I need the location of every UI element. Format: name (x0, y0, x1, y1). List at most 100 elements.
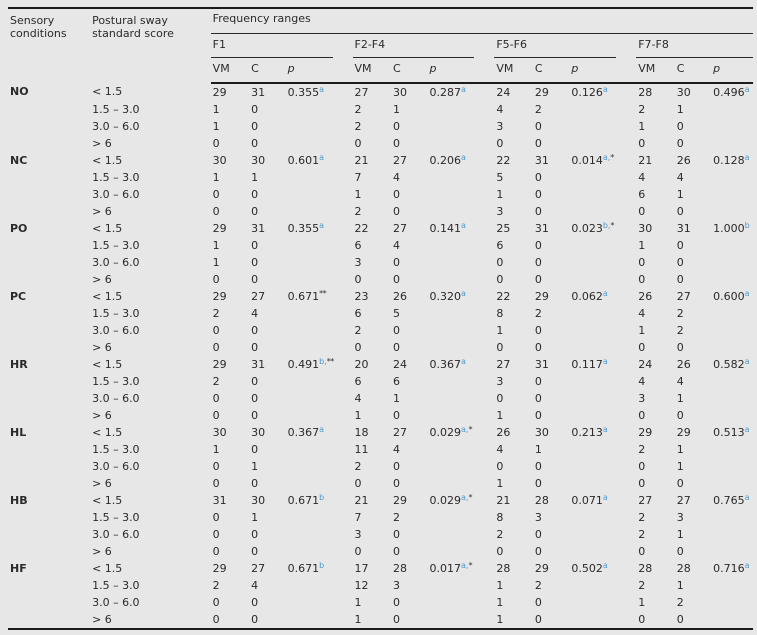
p-value: 0.029 (429, 425, 461, 439)
cell-c: 26 (676, 153, 691, 167)
cell-p: 0.491b,** (286, 356, 353, 373)
cell-p (427, 407, 494, 424)
score-label: > 6 (92, 204, 112, 218)
cell-c: 1 (534, 442, 542, 456)
cell-vm: 0 (638, 459, 646, 473)
cell-c: 0 (393, 323, 401, 337)
table-row: > 6 0 0 1 0 1 0 0 0 (8, 407, 753, 424)
cell-vm: 17 (354, 561, 369, 575)
cell-c: 6 (393, 374, 401, 388)
cell-p: 0.367a (286, 424, 353, 441)
cell-c: 0 (534, 272, 542, 286)
cell-vm: 29 (212, 85, 227, 99)
score-label: < 1.5 (92, 561, 123, 575)
score-label: 3.0 – 6.0 (92, 119, 140, 133)
cell-c: 26 (393, 289, 408, 303)
cell-c: 4 (393, 442, 401, 456)
cell-p (427, 577, 494, 594)
condition-label (8, 458, 90, 475)
cell-vm: 0 (496, 272, 504, 286)
cell-p (711, 101, 753, 118)
cell-p (711, 390, 753, 407)
cell-p (711, 526, 753, 543)
cell-vm: 4 (496, 102, 504, 116)
cell-vm: 4 (496, 442, 504, 456)
p-value: 0.355 (287, 85, 320, 99)
cell-c: 0 (534, 391, 542, 405)
condition-label: HB (10, 493, 28, 507)
p-superscript-letter: a (602, 356, 608, 366)
cell-c: 0 (534, 119, 542, 133)
condition-label (8, 305, 90, 322)
cell-vm: 4 (354, 391, 362, 405)
condition-label (8, 101, 90, 118)
cell-c: 0 (393, 595, 401, 609)
cell-p: 0.716a (711, 560, 753, 577)
group-label: F5-F6 (494, 34, 617, 58)
score-label: < 1.5 (92, 357, 123, 371)
cell-vm: 22 (496, 153, 511, 167)
p-value: 0.206 (429, 153, 461, 167)
cell-p (286, 373, 353, 390)
cell-c: 1 (676, 102, 684, 116)
p-value: 0.023 (571, 221, 603, 235)
cell-vm: 0 (212, 510, 220, 524)
cell-p (286, 203, 353, 220)
subcol-header-c: C (674, 58, 712, 84)
cell-vm: 29 (212, 561, 227, 575)
p-value: 0.367 (429, 357, 461, 371)
cell-c: 4 (393, 170, 401, 184)
cell-vm: 0 (212, 595, 220, 609)
cell-vm: 1 (212, 170, 220, 184)
cell-c: 27 (393, 221, 408, 235)
cell-c: 27 (393, 153, 408, 167)
score-label: < 1.5 (92, 493, 123, 507)
cell-vm: 0 (212, 187, 220, 201)
cell-vm: 0 (354, 136, 362, 150)
cell-p (286, 594, 353, 611)
subcol-header-c: C (391, 58, 428, 84)
cell-c: 0 (676, 340, 684, 354)
score-label: < 1.5 (92, 84, 123, 98)
table-row: 3.0 – 6.0 0 0 3 0 2 0 2 1 (8, 526, 753, 543)
cell-p (569, 169, 636, 186)
cell-p (569, 611, 636, 629)
cell-p (427, 594, 494, 611)
score-label: 1.5 – 3.0 (92, 238, 140, 252)
p-value: 0.513 (713, 425, 745, 439)
subcol-header-vm: VM (352, 58, 392, 84)
cell-c: 31 (534, 221, 549, 235)
cell-c: 0 (251, 544, 259, 558)
p-value: 0.601 (287, 153, 320, 167)
cell-p (286, 526, 353, 543)
cell-p (569, 237, 636, 254)
cell-p (427, 441, 494, 458)
cell-c: 0 (393, 476, 401, 490)
cell-vm: 0 (212, 527, 220, 541)
cell-p (711, 135, 753, 152)
header-postural-sway-score: Postural sway standard score (92, 13, 174, 40)
cell-p: 0.062a (569, 288, 636, 305)
cell-c: 30 (251, 153, 266, 167)
cell-vm: 29 (212, 357, 227, 371)
cell-p (711, 203, 753, 220)
cell-p (286, 577, 353, 594)
cell-vm: 2 (638, 442, 646, 456)
cell-p (711, 169, 753, 186)
cell-p (569, 390, 636, 407)
cell-vm: 1 (212, 442, 220, 456)
cell-vm: 1 (212, 102, 220, 116)
cell-c: 0 (251, 255, 259, 269)
cell-p (286, 237, 353, 254)
p-value: 0.491 (287, 357, 320, 371)
condition-label: HF (10, 561, 27, 575)
table-row: 1.5 – 3.0 1 0 6 4 6 0 1 0 (8, 237, 753, 254)
cell-vm: 30 (638, 221, 653, 235)
cell-vm: 2 (354, 323, 362, 337)
cell-c: 1 (676, 391, 684, 405)
p-superscript-letter: a (744, 84, 750, 94)
cell-p (569, 458, 636, 475)
table-row: 3.0 – 6.0 1 0 3 0 0 0 0 0 (8, 254, 753, 271)
table-row: 1.5 – 3.0 1 1 7 4 5 0 4 4 (8, 169, 753, 186)
cell-vm: 0 (638, 612, 646, 626)
